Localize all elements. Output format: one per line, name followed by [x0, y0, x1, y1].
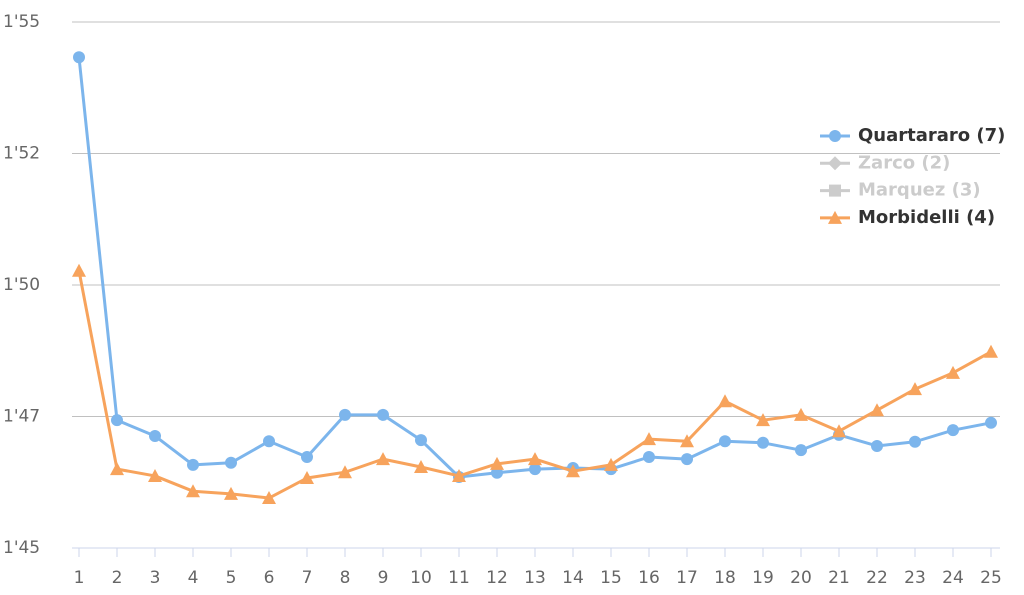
data-point	[984, 344, 998, 358]
x-tick-label: 24	[942, 568, 964, 588]
x-tick-label: 20	[790, 568, 812, 588]
x-tick-label: 3	[150, 568, 161, 588]
x-tick-label: 21	[828, 568, 850, 588]
data-point	[452, 468, 466, 482]
data-point	[604, 457, 618, 471]
data-point	[871, 439, 883, 452]
x-tick-label: 15	[600, 568, 622, 588]
legend-label[interactable]: Zarco (2)	[858, 152, 950, 173]
data-point	[148, 468, 162, 482]
data-point	[756, 413, 770, 427]
data-point	[680, 434, 694, 448]
data-point	[528, 452, 542, 466]
x-tick-label: 4	[188, 568, 199, 588]
data-point	[225, 456, 237, 469]
data-point	[186, 484, 200, 498]
data-point	[110, 462, 124, 476]
data-point	[263, 435, 275, 448]
data-point	[376, 452, 390, 466]
data-point	[947, 424, 959, 437]
x-tick-label: 17	[676, 568, 698, 588]
data-point	[72, 263, 86, 277]
data-point	[377, 408, 389, 421]
legend-symbol	[829, 130, 841, 142]
legend-label[interactable]: Quartararo (7)	[858, 125, 1005, 146]
data-point	[795, 444, 807, 457]
data-point	[262, 491, 276, 505]
y-tick-label: 1'55	[3, 12, 40, 32]
data-point	[149, 429, 161, 442]
x-tick-label: 1	[74, 568, 85, 588]
data-point	[643, 451, 655, 464]
data-point	[642, 432, 656, 446]
data-point	[415, 434, 427, 447]
data-point	[681, 453, 693, 466]
y-tick-label: 1'45	[3, 538, 40, 558]
data-point	[794, 407, 808, 421]
series-line	[77, 57, 992, 479]
data-point	[946, 365, 960, 379]
x-tick-label: 11	[448, 568, 470, 588]
data-point	[73, 51, 85, 64]
x-tick-label: 22	[866, 568, 888, 588]
data-point	[111, 414, 123, 427]
legend-label[interactable]: Marquez (3)	[858, 180, 981, 201]
legend-symbol	[829, 184, 841, 197]
data-point	[909, 435, 921, 448]
x-tick-label: 10	[410, 568, 432, 588]
x-tick-label: 18	[714, 568, 736, 588]
data-point	[908, 382, 922, 396]
x-tick-label: 19	[752, 568, 774, 588]
data-point	[985, 416, 997, 429]
x-tick-label: 16	[638, 568, 660, 588]
data-point	[187, 458, 199, 471]
data-point	[757, 436, 769, 449]
legend-label[interactable]: Morbidelli (4)	[858, 207, 995, 228]
x-tick-label: 23	[904, 568, 926, 588]
x-tick-label: 8	[340, 568, 351, 588]
data-point	[718, 394, 732, 408]
y-tick-label: 1'50	[3, 275, 40, 295]
y-tick-label: 1'52	[3, 144, 40, 164]
data-point	[300, 471, 314, 485]
x-tick-label: 9	[378, 568, 389, 588]
legend-symbol	[828, 156, 842, 171]
x-tick-label: 5	[226, 568, 237, 588]
x-tick-label: 14	[562, 568, 584, 588]
data-point	[339, 408, 351, 421]
x-tick-label: 25	[980, 568, 1002, 588]
data-point	[529, 463, 541, 476]
data-point	[414, 459, 428, 473]
data-point	[870, 403, 884, 417]
data-point	[832, 424, 846, 438]
data-point	[301, 451, 313, 464]
data-point	[338, 465, 352, 479]
y-tick-label: 1'47	[3, 407, 40, 427]
data-point	[719, 435, 731, 448]
x-tick-label: 7	[302, 568, 313, 588]
x-tick-label: 2	[112, 568, 123, 588]
data-point	[490, 456, 504, 470]
data-point	[566, 464, 580, 478]
x-tick-label: 6	[264, 568, 275, 588]
legend-symbol	[828, 210, 842, 224]
data-point	[224, 486, 238, 500]
x-tick-label: 12	[486, 568, 508, 588]
x-tick-label: 13	[524, 568, 546, 588]
